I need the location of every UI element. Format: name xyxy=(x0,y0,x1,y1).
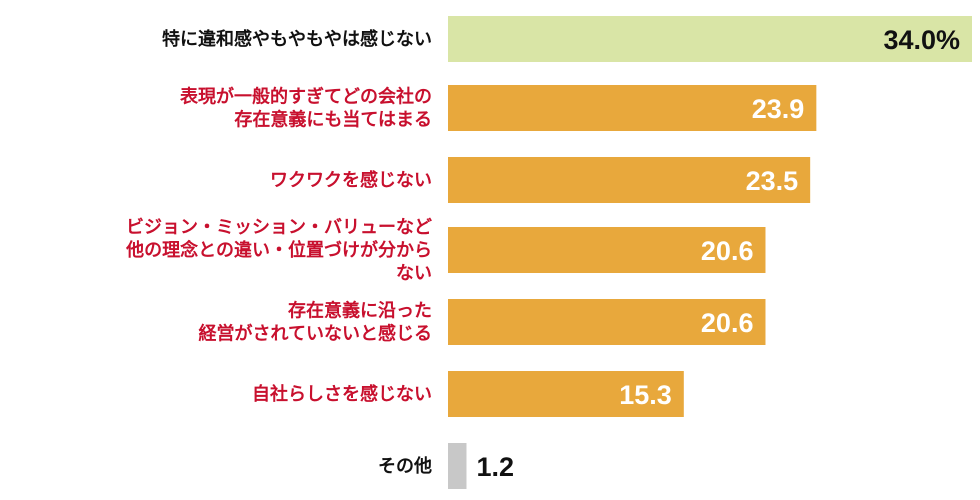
bar-2 xyxy=(448,85,817,131)
value-label-4: 20.6 xyxy=(701,236,754,266)
category-label-7: その他 xyxy=(378,455,432,477)
category-label-4: ビジョン・ミッション・バリューなど他の理念との違い・位置づけが分からない xyxy=(125,217,432,284)
bar-4 xyxy=(448,227,766,273)
category-label-2: 表現が一般的すぎてどの会社の存在意義にも当てはまる xyxy=(180,86,432,131)
category-label-3: ワクワクを感じない xyxy=(270,169,432,191)
value-label-5: 20.6 xyxy=(701,308,754,338)
category-label-5: 存在意義に沿った経営がされていないと感じる xyxy=(199,300,432,345)
bar-6 xyxy=(448,371,684,417)
value-label-3: 23.5 xyxy=(746,166,799,196)
bar-3 xyxy=(448,157,811,203)
value-label-7: 1.2 xyxy=(476,452,514,482)
category-label-6: 自社らしさを感じない xyxy=(252,383,432,405)
category-label-1: 特に違和感やもやもやは感じない xyxy=(162,28,432,50)
value-label-2: 23.9 xyxy=(752,94,805,124)
value-label-1: 34.0% xyxy=(883,25,960,55)
value-label-6: 15.3 xyxy=(619,380,672,410)
bar-5 xyxy=(448,299,766,345)
bar-1 xyxy=(448,16,972,62)
bar-7 xyxy=(448,443,467,489)
